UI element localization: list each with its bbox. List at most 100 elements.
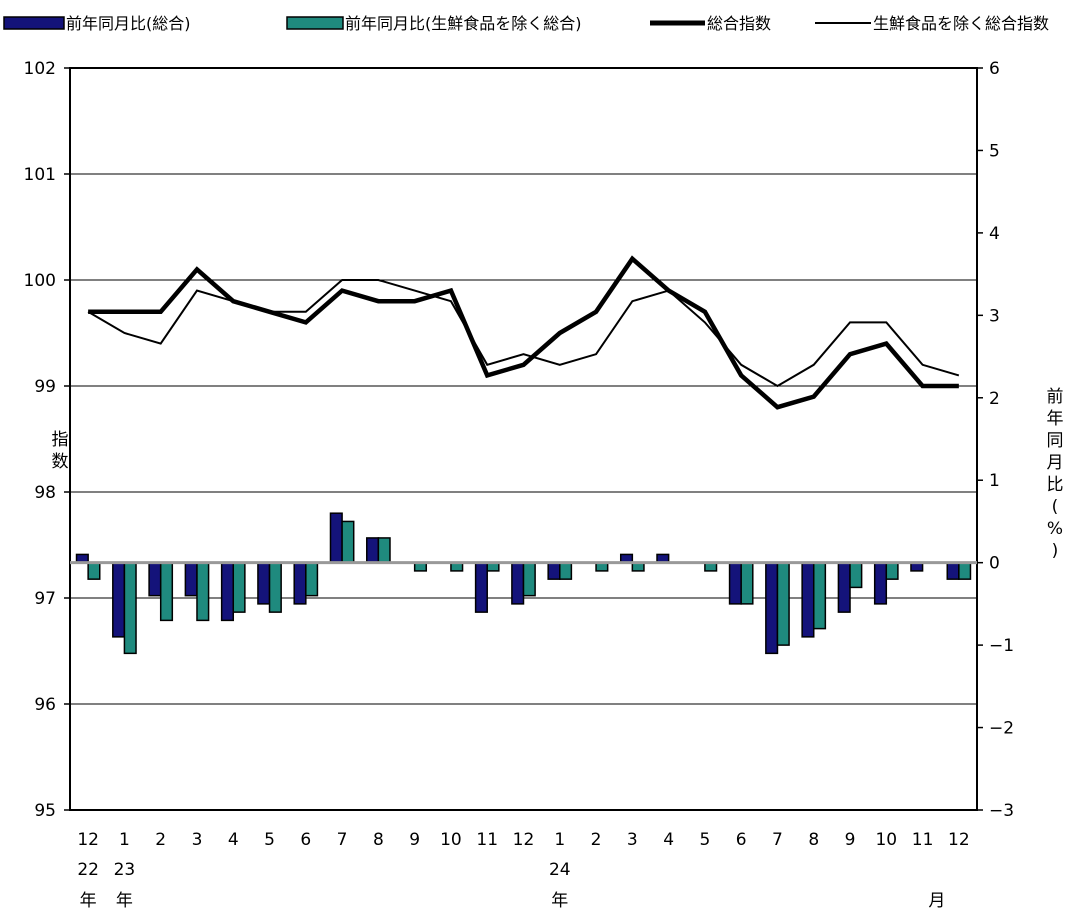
bar-yoy-total (873, 561, 888, 605)
bar-yoy-core (776, 561, 790, 646)
line-total-index (88, 255, 959, 410)
bar-yoy-core (123, 561, 137, 655)
bar-yoy-core (522, 561, 536, 597)
bar-yoy-total (946, 561, 960, 580)
right-tick-label: 6 (989, 59, 1000, 79)
bar-yoy-total (765, 561, 779, 655)
bar-yoy-total (511, 561, 525, 605)
x-tick-label: 1 (554, 830, 565, 850)
bar-yoy-total (728, 561, 742, 605)
bar-yoy-total (547, 561, 561, 580)
x-tick-label: 11 (476, 830, 498, 850)
plot-frame (69, 67, 978, 811)
x-tick-label: 4 (663, 830, 674, 850)
left-tick-label: 101 (24, 165, 56, 185)
x-tick-label: 5 (699, 830, 710, 850)
x-tick-label: 3 (627, 830, 638, 850)
bar-yoy-core (305, 561, 319, 597)
bar-yoy-core (740, 561, 754, 605)
x-tick-label: 2 (591, 830, 602, 850)
x-year-label: 23 (114, 860, 136, 880)
line-core-index (87, 279, 960, 388)
right-axis-label-char: 同 (1047, 431, 1064, 451)
x-tick-label: 9 (845, 830, 856, 850)
x-tick-label: 3 (192, 830, 203, 850)
bar-yoy-total (184, 561, 198, 597)
x-year-label: 22 (77, 860, 99, 880)
bar-yoy-total (837, 561, 851, 613)
x-tick-label: 12 (513, 830, 535, 850)
bar-yoy-core (885, 561, 899, 580)
bar-yoy-core (268, 561, 282, 613)
x-tick-label: 10 (875, 830, 897, 850)
right-axis-label-char: 年 (1047, 409, 1064, 429)
bar-yoy-core (812, 561, 827, 630)
x-tick-label: 4 (228, 830, 239, 850)
x-tick-label: 6 (300, 830, 311, 850)
left-tick-label: 96 (34, 695, 56, 715)
legend-swatch (3, 16, 65, 30)
bar-yoy-core (849, 561, 863, 589)
right-axis-label-char: ( (1052, 497, 1059, 517)
x-tick-label: 1 (119, 830, 130, 850)
bar-yoy-total (257, 561, 271, 605)
right-tick-label: −3 (989, 801, 1014, 821)
right-axis-label-char: % (1047, 519, 1063, 539)
bar-yoy-total (474, 561, 488, 613)
x-tick-label: 9 (409, 830, 420, 850)
bar-yoy-core (341, 520, 355, 564)
right-tick-label: 0 (989, 554, 1000, 574)
right-axis-label-char: 前 (1047, 387, 1064, 407)
bar-yoy-total (329, 512, 343, 564)
x-tick-label: 12 (77, 830, 99, 850)
x-tick-label: 6 (736, 830, 747, 850)
x-year-suffix: 年 (116, 891, 133, 911)
x-year-label: 24 (549, 860, 571, 880)
left-axis-label-char: 数 (52, 452, 69, 472)
bar-yoy-core (87, 561, 101, 580)
x-tick-label: 7 (337, 830, 348, 850)
bar-yoy-core (159, 561, 174, 622)
x-tick-label: 8 (373, 830, 384, 850)
left-tick-label: 100 (24, 271, 56, 291)
x-tick-label: 8 (808, 830, 819, 850)
left-tick-label: 95 (34, 801, 56, 821)
legend-label: 前年同月比(生鮮食品を除く総合) (345, 14, 582, 33)
legend-label: 前年同月比(総合) (66, 14, 191, 33)
bar-yoy-total (220, 561, 235, 622)
x-year-suffix: 年 (551, 891, 568, 911)
legend-swatch (286, 16, 344, 30)
bar-yoy-core (377, 537, 391, 564)
right-axis-label-char: 比 (1047, 475, 1064, 495)
left-tick-label: 99 (34, 377, 56, 397)
right-tick-label: 3 (989, 306, 1000, 326)
right-tick-label: 2 (989, 389, 1000, 409)
right-tick-label: 4 (989, 224, 1000, 244)
bar-yoy-core (958, 561, 972, 580)
left-tick-label: 97 (34, 589, 56, 609)
bar-yoy-total (801, 561, 815, 638)
bar-yoy-total (112, 561, 126, 638)
x-tick-label: 11 (912, 830, 934, 850)
bar-yoy-total (366, 537, 380, 564)
bar-yoy-total (148, 561, 162, 597)
right-axis-label-char: ) (1052, 541, 1059, 561)
x-tick-label: 12 (948, 830, 970, 850)
legend-label: 生鮮食品を除く総合指数 (873, 14, 1049, 33)
x-tick-label: 5 (264, 830, 275, 850)
x-year-suffix: 年 (80, 891, 97, 911)
right-tick-label: −2 (989, 719, 1014, 739)
bar-yoy-total (293, 561, 307, 605)
right-tick-label: −1 (989, 636, 1014, 656)
legend-label: 総合指数 (707, 14, 771, 33)
left-axis-label-char: 指 (52, 430, 69, 450)
right-axis-label-char: 月 (1047, 453, 1064, 473)
bar-yoy-core (196, 561, 210, 622)
left-tick-label: 102 (24, 59, 56, 79)
x-tick-label: 7 (772, 830, 783, 850)
right-tick-label: 1 (989, 471, 1000, 491)
bar-yoy-core (232, 561, 246, 613)
x-unit-label: 月 (928, 891, 945, 911)
x-tick-label: 10 (440, 830, 462, 850)
